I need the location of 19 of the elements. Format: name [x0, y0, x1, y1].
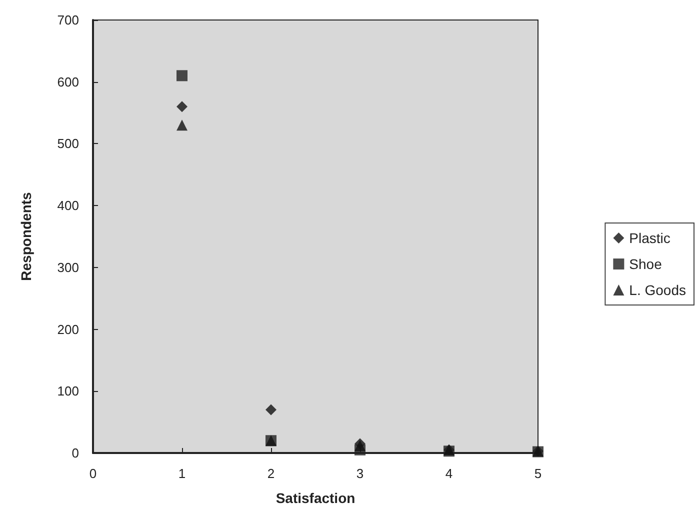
x-tick-label: 1: [178, 466, 186, 481]
x-tick-label: 3: [356, 466, 364, 481]
y-tick-label: 600: [57, 74, 79, 90]
legend-label: Shoe: [629, 256, 662, 272]
y-tick-label: 700: [57, 12, 79, 28]
x-tick-label: 5: [534, 466, 542, 481]
legend-label: L. Goods: [629, 282, 686, 298]
y-tick-label: 500: [57, 136, 79, 152]
x-tick-label: 4: [445, 466, 453, 481]
y-tick-label: 300: [57, 260, 79, 275]
x-axis-title: Satisfaction: [276, 490, 356, 506]
y-tick-label: 400: [57, 198, 79, 214]
y-tick-label: 0: [72, 446, 79, 460]
x-tick-label: 2: [267, 466, 275, 481]
legend-label: Plastic: [629, 230, 670, 246]
y-tick-label: 200: [57, 322, 79, 337]
x-tick-label: 0: [89, 466, 97, 481]
y-axis-title: Respondents: [18, 192, 34, 281]
y-tick-label: 100: [57, 384, 79, 399]
